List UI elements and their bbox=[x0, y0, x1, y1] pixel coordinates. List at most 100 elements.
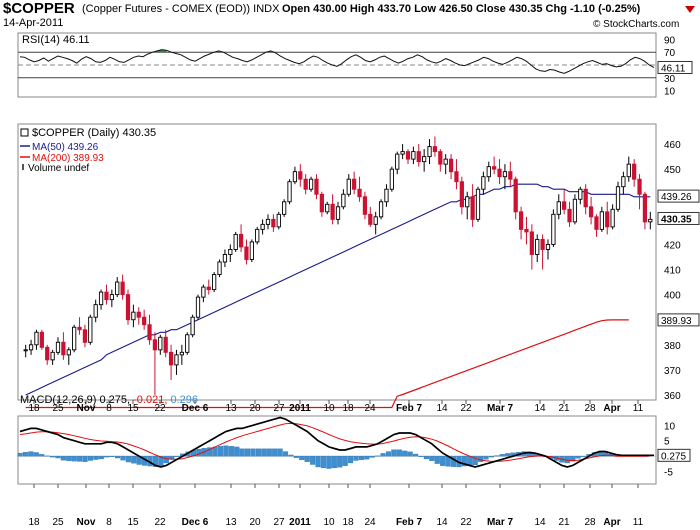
macd-histogram-bar bbox=[33, 452, 39, 457]
candle-body bbox=[583, 188, 588, 208]
macd-histogram-bar bbox=[434, 456, 440, 464]
candle-body bbox=[346, 178, 351, 195]
candle-body bbox=[212, 274, 217, 291]
macd-histogram-bar bbox=[28, 451, 34, 457]
candle-body bbox=[513, 178, 518, 213]
candle-body bbox=[395, 153, 400, 170]
candle-body bbox=[632, 163, 637, 180]
price-panel-frame bbox=[17, 123, 657, 401]
macd-histogram-bar bbox=[369, 456, 375, 458]
candle-body bbox=[152, 339, 158, 351]
x-tick-label: 20 bbox=[249, 517, 261, 528]
price-tick-label: 450 bbox=[664, 165, 681, 176]
candle-body bbox=[147, 324, 152, 341]
macd-last-value: 0.275 bbox=[661, 451, 686, 462]
candle-body bbox=[233, 233, 238, 250]
candle-body bbox=[136, 311, 141, 318]
macd-histogram-bar bbox=[310, 456, 316, 465]
x-tick-label: 18 bbox=[342, 403, 354, 414]
macd-histogram-bar bbox=[77, 456, 83, 462]
macd-histogram-bar bbox=[207, 447, 213, 457]
price-tick-label: 420 bbox=[664, 240, 681, 251]
macd-histogram-bar bbox=[315, 456, 321, 468]
candle-body bbox=[615, 186, 621, 210]
chart-symbol: $COPPER bbox=[3, 0, 75, 17]
x-tick-label: Apr bbox=[603, 517, 620, 528]
rsi-legend: RSI(14) 46.11 bbox=[22, 34, 90, 46]
candle-body bbox=[190, 316, 195, 336]
macd-histogram-bar bbox=[575, 456, 581, 459]
candle-body bbox=[314, 178, 319, 195]
macd-legend-part: 0.296 bbox=[170, 394, 198, 406]
price-tick-label: 380 bbox=[664, 341, 681, 352]
candle-body bbox=[115, 281, 120, 296]
candle-body bbox=[400, 151, 405, 155]
candle-body bbox=[308, 178, 314, 190]
price-tick-label: 360 bbox=[664, 391, 681, 402]
candle-body bbox=[120, 281, 125, 296]
x-tick-label: 24 bbox=[364, 517, 376, 528]
macd-histogram-bar bbox=[602, 452, 608, 457]
macd-histogram-bar bbox=[239, 448, 245, 457]
candle-body bbox=[362, 196, 368, 215]
macd-histogram-bar bbox=[358, 456, 364, 461]
x-tick-label: 25 bbox=[52, 517, 64, 528]
macd-line bbox=[19, 416, 654, 468]
x-tick-label: 14 bbox=[534, 517, 546, 528]
ma200-legend-label: MA(200) 389.93 bbox=[32, 153, 104, 164]
candle-body bbox=[45, 346, 50, 361]
candle-body bbox=[77, 326, 82, 331]
x-tick-label: Nov bbox=[77, 403, 96, 414]
macd-histogram-bar bbox=[440, 456, 446, 466]
candle-body bbox=[66, 349, 71, 356]
x-tick-label: 21 bbox=[558, 403, 570, 414]
macd-histogram-bar bbox=[17, 452, 23, 457]
macd-histogram-bar bbox=[364, 456, 370, 460]
candle-body bbox=[411, 151, 416, 160]
candle-body bbox=[567, 208, 572, 223]
ma50-line bbox=[25, 183, 651, 396]
macd-histogram-bar bbox=[385, 451, 392, 457]
x-tick-label: Mar 7 bbox=[487, 517, 514, 528]
x-tick-label: 18 bbox=[28, 517, 40, 528]
candle-body bbox=[34, 331, 39, 346]
candle-body bbox=[163, 336, 168, 353]
macd-histogram-bar bbox=[266, 448, 272, 457]
candle-body bbox=[82, 329, 88, 343]
macd-histogram-bar bbox=[402, 450, 408, 457]
macd-histogram-bar bbox=[418, 456, 424, 457]
macd-histogram-bar bbox=[326, 456, 332, 469]
candle-body bbox=[540, 238, 545, 250]
macd-histogram-bar bbox=[22, 452, 28, 457]
x-tick-label: 8 bbox=[106, 517, 112, 528]
macd-histogram-bar bbox=[277, 448, 283, 457]
macd-histogram-bar bbox=[174, 456, 180, 457]
x-tick-label: 28 bbox=[584, 403, 596, 414]
macd-histogram-bar bbox=[407, 451, 413, 457]
candle-body bbox=[524, 228, 529, 233]
candle-body bbox=[238, 233, 244, 248]
macd-histogram-bar bbox=[245, 448, 251, 457]
x-tick-label: Feb 7 bbox=[396, 403, 423, 414]
x-tick-label: 10 bbox=[323, 517, 335, 528]
x-tick-label: 25 bbox=[52, 403, 64, 414]
candle-body bbox=[481, 176, 486, 190]
macd-histogram-bar bbox=[93, 456, 99, 460]
x-tick-label: Feb 7 bbox=[396, 517, 423, 528]
x-tick-label: 22 bbox=[460, 403, 472, 414]
x-tick-label: 11 bbox=[633, 403, 644, 414]
down-arrow-icon bbox=[685, 6, 695, 13]
x-tick-label: Apr bbox=[603, 403, 620, 414]
candle-body bbox=[562, 201, 567, 210]
macd-histogram-bar bbox=[131, 456, 137, 464]
macd-histogram-bar bbox=[320, 456, 327, 469]
candle-body bbox=[551, 213, 556, 245]
macd-histogram-bar bbox=[71, 456, 77, 462]
candle-body bbox=[378, 201, 384, 218]
x-tick-label: 28 bbox=[584, 517, 596, 528]
candle-body bbox=[642, 193, 648, 223]
macd-histogram-bar bbox=[234, 446, 240, 457]
stockcharts-credit: © StockCharts.com bbox=[593, 19, 680, 30]
